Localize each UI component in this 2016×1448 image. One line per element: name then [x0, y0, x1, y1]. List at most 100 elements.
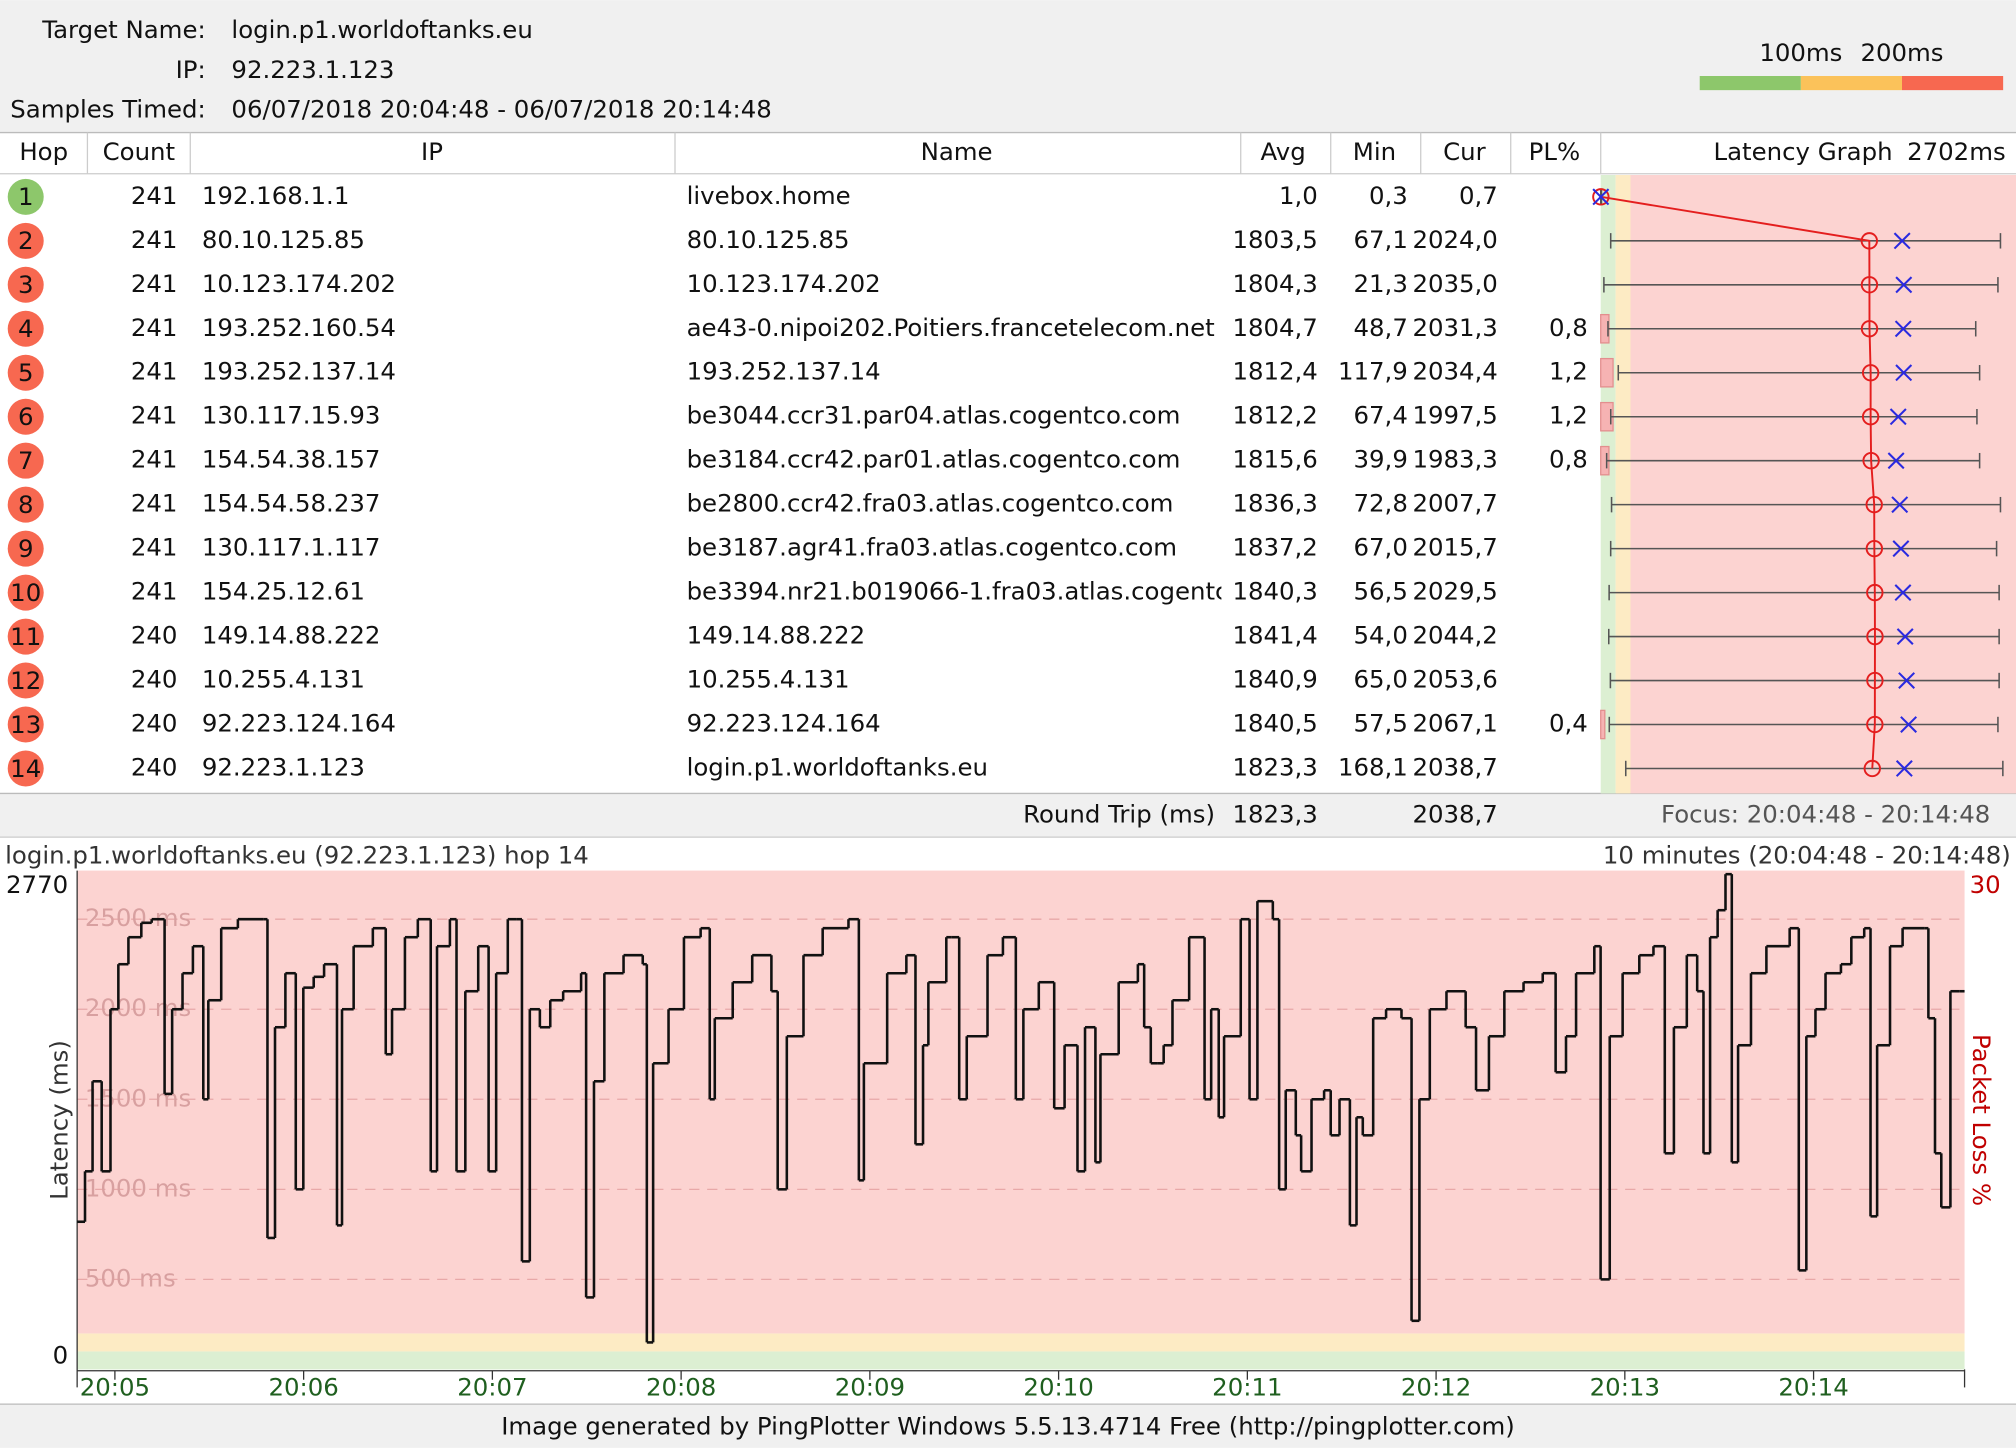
hop-avg: 1836,3: [1232, 489, 1317, 518]
avg-marker: [1866, 627, 1884, 646]
latency-band: [77, 870, 1965, 1334]
avg-marker: [1863, 759, 1881, 778]
hop-ip: 130.117.15.93: [202, 401, 381, 430]
latency-band: [1630, 175, 2016, 794]
hop-min: 117,9: [1338, 357, 1408, 386]
hop-avg: 1815,6: [1232, 445, 1317, 474]
hop-number: 8: [18, 490, 34, 519]
hop-min: 54,0: [1354, 621, 1408, 650]
hop-packet-loss: 0,4: [1549, 709, 1588, 738]
x-tick-label: 20:05: [80, 1373, 150, 1402]
hop-avg: 1840,5: [1232, 709, 1317, 738]
hop-min: 67,0: [1354, 533, 1408, 562]
avg-marker: [1865, 495, 1883, 514]
hop-badge: [7, 310, 44, 347]
hop-cur: 2044,2: [1412, 621, 1497, 650]
cur-marker: [1891, 496, 1909, 514]
avg-marker: [1860, 276, 1879, 294]
hop-count: 240: [131, 752, 178, 781]
hop-name: 149.14.88.222: [687, 621, 866, 650]
hop-number: 9: [18, 534, 34, 563]
hop-name: be3394.nr21.b019066-1.fra03.atlas.cogent…: [687, 577, 1303, 606]
header-background: [0, 0, 2016, 133]
hop-badge: [7, 178, 44, 215]
avg-marker: [1866, 715, 1884, 734]
chart-title: login.p1.worldoftanks.eu (92.223.1.123) …: [5, 840, 589, 869]
hop-count: 240: [131, 709, 178, 738]
round-trip-background: [0, 793, 2016, 838]
focus-range: Focus: 20:04:48 - 20:14:48: [1661, 799, 1990, 828]
y-axis-title: Latency (ms): [44, 1040, 73, 1200]
hop-number: 7: [18, 446, 34, 475]
hop-name: ae43-0.nipoi202.Poitiers.francetelecom.n…: [687, 313, 1215, 342]
hop-count: 241: [131, 489, 178, 518]
latency-band: [77, 1351, 1965, 1370]
hop-min: 21,3: [1354, 269, 1408, 298]
target-name: login.p1.worldoftanks.eu: [231, 15, 532, 44]
hop-count: 241: [131, 357, 178, 386]
hop-avg: 1841,4: [1232, 621, 1317, 650]
x-tick-label: 20:08: [646, 1373, 716, 1402]
cur-marker: [1896, 628, 1914, 646]
graph-max: 2702ms: [1907, 137, 2006, 166]
hop-badge: [7, 662, 44, 699]
column-header: Hop: [19, 137, 68, 166]
target-label: Target Name:: [41, 15, 206, 44]
hop-ip: 192.168.1.1: [202, 181, 350, 210]
avg-marker: [1592, 188, 1610, 206]
hop-cur: 2035,0: [1412, 269, 1497, 298]
avg-marker: [1866, 583, 1884, 602]
hop-ip: 193.252.160.54: [202, 313, 396, 342]
hop-ip: 10.255.4.131: [202, 665, 365, 694]
cur-marker: [1892, 540, 1910, 558]
cur-marker: [1592, 188, 1610, 206]
hop-cur: 1983,3: [1412, 445, 1497, 474]
hop-count: 241: [131, 181, 178, 210]
hop-name: 92.223.124.164: [687, 709, 881, 738]
hop-avg: 1840,3: [1232, 577, 1317, 606]
hop-number: 5: [18, 358, 34, 387]
hop-ip: 92.223.1.123: [202, 752, 365, 781]
column-header: Avg: [1261, 137, 1306, 166]
hop-name: 10.123.174.202: [687, 269, 881, 298]
cur-marker: [1889, 408, 1907, 426]
hop-badge: [7, 398, 44, 435]
avg-marker: [1862, 452, 1880, 470]
hop-number: 12: [10, 666, 41, 695]
avg-marker: [1861, 408, 1880, 426]
avg-marker: [1866, 671, 1884, 690]
cur-marker: [1887, 452, 1905, 470]
avg-marker: [1865, 539, 1884, 558]
scale-swatch: [1800, 76, 1902, 91]
hop-ip: 154.54.58.237: [202, 489, 381, 518]
hop-avg: 1,0: [1279, 181, 1318, 210]
scale-swatch: [1699, 76, 1801, 91]
hop-badge: [7, 574, 44, 611]
hop-min: 67,1: [1354, 225, 1408, 254]
x-tick-label: 20:12: [1401, 1373, 1471, 1402]
hop-number: 11: [10, 622, 41, 651]
hop-count: 241: [131, 269, 178, 298]
hop-number: 14: [10, 754, 41, 783]
hop-ip: 193.252.137.14: [202, 357, 396, 386]
round-trip-label: Round Trip (ms): [1023, 799, 1215, 828]
hop-badge: [7, 530, 44, 567]
avg-marker: [1860, 232, 1879, 250]
y2-axis-title: Packet Loss %: [1967, 1034, 1996, 1206]
hop-count: 240: [131, 665, 178, 694]
hop-min: 65,0: [1354, 665, 1408, 694]
footer-text: Image generated by PingPlotter Windows 5…: [501, 1411, 1515, 1440]
cur-marker: [1898, 672, 1916, 689]
hop-ip: 10.123.174.202: [202, 269, 396, 298]
footer-background: [0, 1404, 2016, 1448]
hop-min: 57,5: [1354, 709, 1408, 738]
ip-label: IP:: [176, 55, 206, 84]
hop-cur: 2067,1: [1412, 709, 1497, 738]
avg-marker: [1861, 364, 1880, 382]
hop-number: 13: [10, 710, 41, 739]
hop-ip: 130.117.1.117: [202, 533, 381, 562]
x-tick-label: 20:07: [457, 1373, 527, 1402]
hop-ip: 154.54.38.157: [202, 445, 381, 474]
cur-marker: [1895, 364, 1913, 382]
